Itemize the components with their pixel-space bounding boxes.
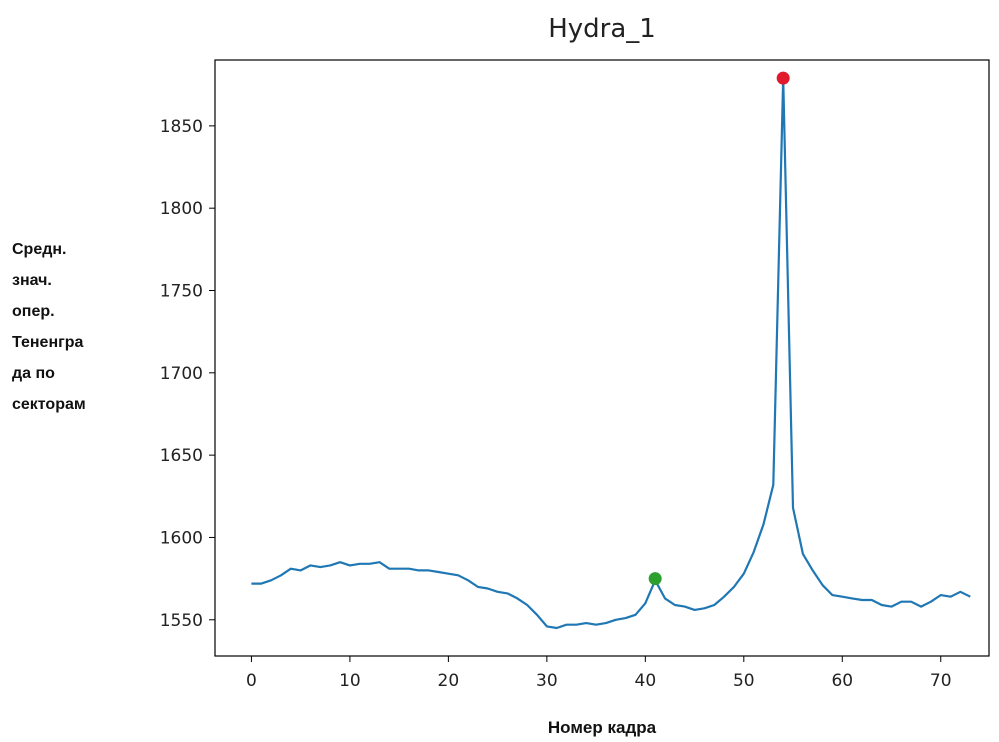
- y-axis-label-line: Средн.: [12, 234, 122, 265]
- y-tick-label: 1650: [160, 446, 203, 466]
- x-tick-label: 70: [930, 671, 952, 691]
- y-tick-label: 1800: [160, 199, 203, 219]
- y-axis-label-line: знач.: [12, 265, 122, 296]
- y-tick-label: 1850: [160, 117, 203, 137]
- x-tick-label: 50: [733, 671, 755, 691]
- x-axis-label: Номер кадра: [215, 718, 989, 738]
- y-tick-label: 1550: [160, 611, 203, 631]
- x-tick-label: 30: [536, 671, 558, 691]
- y-axis-label-line: Тененгра: [12, 327, 122, 358]
- x-axis: 0 10 20 30 40 50 60 70: [246, 656, 952, 691]
- y-axis-label-line: секторам: [12, 389, 122, 420]
- x-tick-label: 0: [246, 671, 257, 691]
- y-tick-label: 1700: [160, 364, 203, 384]
- x-tick-label: 60: [831, 671, 853, 691]
- x-tick-label: 40: [635, 671, 657, 691]
- highlight-marker: [777, 72, 790, 85]
- x-tick-label: 20: [438, 671, 460, 691]
- x-tick-label: 10: [339, 671, 361, 691]
- plot-frame: [215, 60, 989, 656]
- y-axis-label-line: опер.: [12, 296, 122, 327]
- highlight-marker: [649, 572, 662, 585]
- y-axis-label: Средн. знач. опер. Тененгра да по секторам: [12, 234, 122, 420]
- y-tick-label: 1600: [160, 528, 203, 548]
- series-line: [251, 78, 970, 628]
- y-axis: 1550 1600 1650 1700 1750 1800 1850: [160, 117, 215, 631]
- y-axis-label-line: да по: [12, 358, 122, 389]
- y-tick-label: 1750: [160, 281, 203, 301]
